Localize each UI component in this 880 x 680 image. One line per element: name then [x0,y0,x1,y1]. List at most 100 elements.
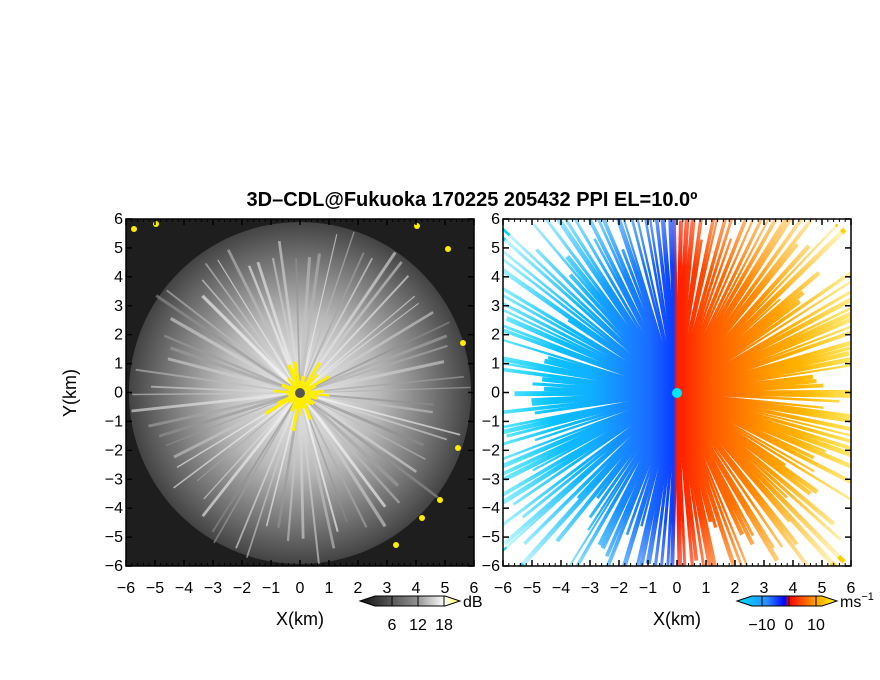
y-tick-label: −5 [482,529,500,546]
snr-ray [299,392,339,532]
snr-ray [299,321,450,394]
snr-radar-site-marker [295,388,305,398]
snr-ray [166,289,301,394]
colorbar-tick-label: 18 [435,617,453,634]
snr-ray [286,392,302,542]
snr-ray [299,392,368,528]
colorbar-tick-label: 10 [807,617,825,634]
x-tick-label: −4 [552,580,570,597]
snr-saturated-ray [287,364,302,394]
y-tick-label: −5 [105,529,123,546]
snr-ray [167,357,301,395]
y-tick-label: 6 [114,211,123,228]
y-tick-label: −2 [482,442,500,459]
x-tick-label: −3 [204,580,222,597]
snr-saturated-ray [264,391,301,415]
colorbar-tick-label: 12 [409,617,427,634]
x-tick-label: −5 [523,580,541,597]
snr-ray [169,346,301,395]
x-tick-label: −4 [175,580,193,597]
y-axis-label: Y(km) [60,369,80,417]
snr-ray [173,392,301,489]
x-tick-label: 6 [470,580,479,597]
snr-saturated-ray [299,375,331,395]
snr-saturated-ray [291,392,302,432]
x-tick-label: 1 [325,580,334,597]
snr-edge-echo [393,542,399,548]
snr-ray [246,392,301,558]
velocity-colorbar-bar [735,595,839,607]
snr-ray [169,317,301,395]
y-tick-label: 4 [114,269,123,286]
x-axis-label-left: X(km) [276,609,324,629]
x-tick-label: −1 [262,580,280,597]
velocity-colorbar: −10 0 10 ms−1 [735,591,874,634]
snr-ray [132,392,301,396]
snr-ray [295,258,301,394]
x-tick-label: −2 [610,580,628,597]
x-axis-label-right: X(km) [653,609,701,629]
snr-ray [299,375,464,394]
velocity-axes: −6 −5 −4 −3 −2 −1 0 1 2 3 4 5 6 6 5 4 3 2 1 0 −1 −2 −3 −4 −5 −6 [482,211,856,597]
chart-title: 3D–CDL@Fukuoka 170225 205432 PPI EL=10.0… [247,189,698,211]
snr-ray [135,368,301,394]
snr-ray [205,262,301,394]
snr-rays [131,231,471,564]
x-tick-label: 4 [412,580,421,597]
x-tick-label: 5 [441,580,450,597]
snr-ray [131,391,301,413]
snr-ray [299,275,410,394]
x-tick-label: −5 [146,580,164,597]
snr-axes: −6 −5 −4 −3 −2 −1 0 1 2 3 4 5 6 6 5 4 3 2 1 0 −1 −2 −3 −4 −5 −6 [105,211,479,597]
snr-ray [299,360,445,395]
y-tick-label: 3 [491,298,500,315]
snr-ray [298,392,387,508]
snr-colorbar: 6 12 18 dB [358,594,483,634]
snr-ray [203,392,301,500]
x-tick-label: −2 [233,580,251,597]
y-tick-label: 6 [491,211,500,228]
velocity-unit-base: ms [840,594,861,611]
x-tick-label: 3 [760,580,769,597]
y-tick-label: 3 [114,298,123,315]
x-tick-label: −6 [117,580,135,597]
snr-edge-echo [460,340,466,346]
y-tick-label: 1 [114,356,123,373]
x-tick-label: 4 [789,580,798,597]
y-tick-label: 0 [114,385,123,402]
x-tick-label: 1 [702,580,711,597]
snr-ray [299,295,416,394]
y-tick-label: −2 [105,442,123,459]
snr-ray [201,392,302,517]
y-tick-label: 1 [491,356,500,373]
colorbar-tick-label: −10 [748,617,775,634]
snr-ray [299,391,439,499]
y-tick-label: 5 [114,240,123,257]
y-tick-label: −1 [482,413,500,430]
snr-ray [298,392,305,539]
snr-edge-echo [455,445,461,451]
snr-ray [299,231,355,394]
x-tick-label: 3 [383,580,392,597]
y-tick-label: −6 [482,558,500,575]
snr-ray [298,257,312,394]
snr-ray [298,261,403,394]
x-tick-label: 0 [296,580,305,597]
snr-ray [299,386,471,394]
snr-ray [299,302,419,394]
snr-ray [299,257,373,394]
snr-ray [299,334,448,395]
x-tick-label: −1 [639,580,657,597]
snr-colorbar-unit: dB [463,594,483,611]
snr-ray [299,234,338,394]
snr-ray [148,391,301,428]
x-tick-label: 2 [731,580,740,597]
velocity-colorbar-unit: ms−1 [840,591,874,611]
y-tick-label: −6 [105,558,123,575]
snr-ray [299,391,433,414]
snr-ray [211,392,301,533]
snr-ray [201,279,301,394]
snr-edge-echo [437,497,443,503]
snr-ray [235,392,301,549]
